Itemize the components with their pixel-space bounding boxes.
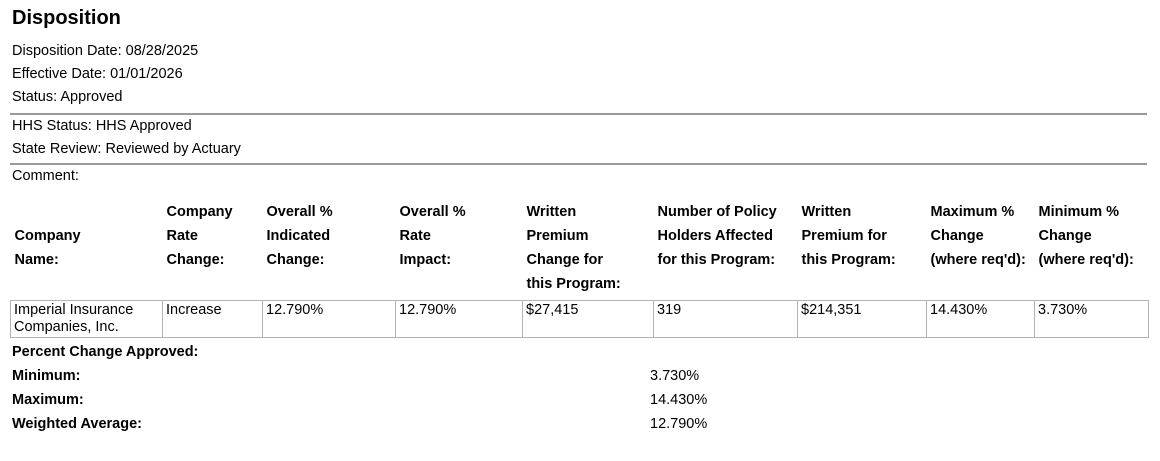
summary-maximum-label: Maximum: [12, 392, 84, 408]
summary-heading: Percent Change Approved: [12, 344, 199, 360]
col-header-policy-holders-affected: Number of Policy Holders Affected for th… [657, 204, 777, 268]
summary-weighted-average-value: 12.790% [650, 416, 708, 432]
col-header-overall-indicated-change: Overall % Indicated Change: [266, 204, 333, 268]
cell-maximum-change: 14.430% [926, 300, 1035, 338]
effective-date-value: 01/01/2026 [110, 66, 183, 82]
hhs-status-value: HHS Approved [95, 118, 192, 134]
percent-change-summary: Percent Change Approved: Minimum: 3.730% … [12, 340, 1160, 436]
state-review-label: State Review: [12, 141, 102, 157]
state-review-value: Reviewed by Actuary [105, 141, 241, 157]
summary-maximum-row: Maximum: 14.430% [12, 388, 1160, 412]
cell-company-rate-change: Increase [162, 300, 263, 338]
summary-weighted-average-row: Weighted Average: 12.790% [12, 412, 1160, 436]
status-row: Status: Approved [12, 86, 1160, 109]
hhs-status-row: HHS Status: HHS Approved [12, 115, 1160, 138]
disposition-details: Disposition Date: 08/28/2025 Effective D… [12, 40, 1160, 109]
summary-maximum-value: 14.430% [650, 392, 708, 408]
status-value: Approved [60, 89, 123, 105]
table-header-row: Company Name: Company Rate Change: Overa… [11, 200, 1149, 301]
col-header-written-premium-change: Written Premium Change for this Program: [526, 204, 621, 292]
rate-schedule-table: Company Name: Company Rate Change: Overa… [10, 200, 1149, 338]
cell-written-premium: $214,351 [797, 300, 927, 338]
summary-weighted-average-label: Weighted Average: [12, 416, 142, 432]
col-header-company-rate-change: Company Rate Change: [166, 204, 233, 268]
disposition-date-row: Disposition Date: 08/28/2025 [12, 40, 1160, 63]
hhs-status-label: HHS Status: [12, 118, 92, 134]
table-row: Imperial Insurance Companies, Inc. Incre… [10, 300, 1149, 338]
comment-label: Comment: [12, 168, 79, 184]
cell-overall-rate-impact: 12.790% [395, 300, 523, 338]
hhs-details: HHS Status: HHS Approved State Review: R… [12, 115, 1160, 161]
divider-rule-2 [10, 163, 1147, 165]
cell-minimum-change: 3.730% [1034, 300, 1149, 338]
col-header-company-name: Company Name: [14, 228, 81, 268]
disposition-date-label: Disposition Date: [12, 43, 122, 59]
col-header-written-premium: Written Premium for this Program: [801, 204, 896, 268]
comment-row: Comment: [12, 165, 1160, 188]
summary-minimum-row: Minimum: 3.730% [12, 364, 1160, 388]
summary-minimum-label: Minimum: [12, 368, 81, 384]
cell-company-name: Imperial Insurance Companies, Inc. [10, 300, 163, 338]
divider-rule-1 [10, 113, 1147, 115]
cell-policy-holders-affected: 319 [653, 300, 798, 338]
status-label: Status: [12, 89, 58, 105]
state-review-row: State Review: Reviewed by Actuary [12, 138, 1160, 161]
disposition-date-value: 08/28/2025 [125, 43, 199, 59]
effective-date-row: Effective Date: 01/01/2026 [12, 63, 1160, 86]
summary-minimum-value: 3.730% [650, 368, 700, 384]
col-header-minimum-change: Minimum % Change (where req'd): [1038, 204, 1134, 268]
col-header-overall-rate-impact: Overall % Rate Impact: [399, 204, 466, 268]
col-header-maximum-change: Maximum % Change (where req'd): [930, 204, 1026, 268]
cell-overall-indicated-change: 12.790% [262, 300, 396, 338]
cell-written-premium-change: $27,415 [522, 300, 654, 338]
page-title: Disposition [12, 7, 121, 29]
effective-date-label: Effective Date: [12, 66, 107, 82]
